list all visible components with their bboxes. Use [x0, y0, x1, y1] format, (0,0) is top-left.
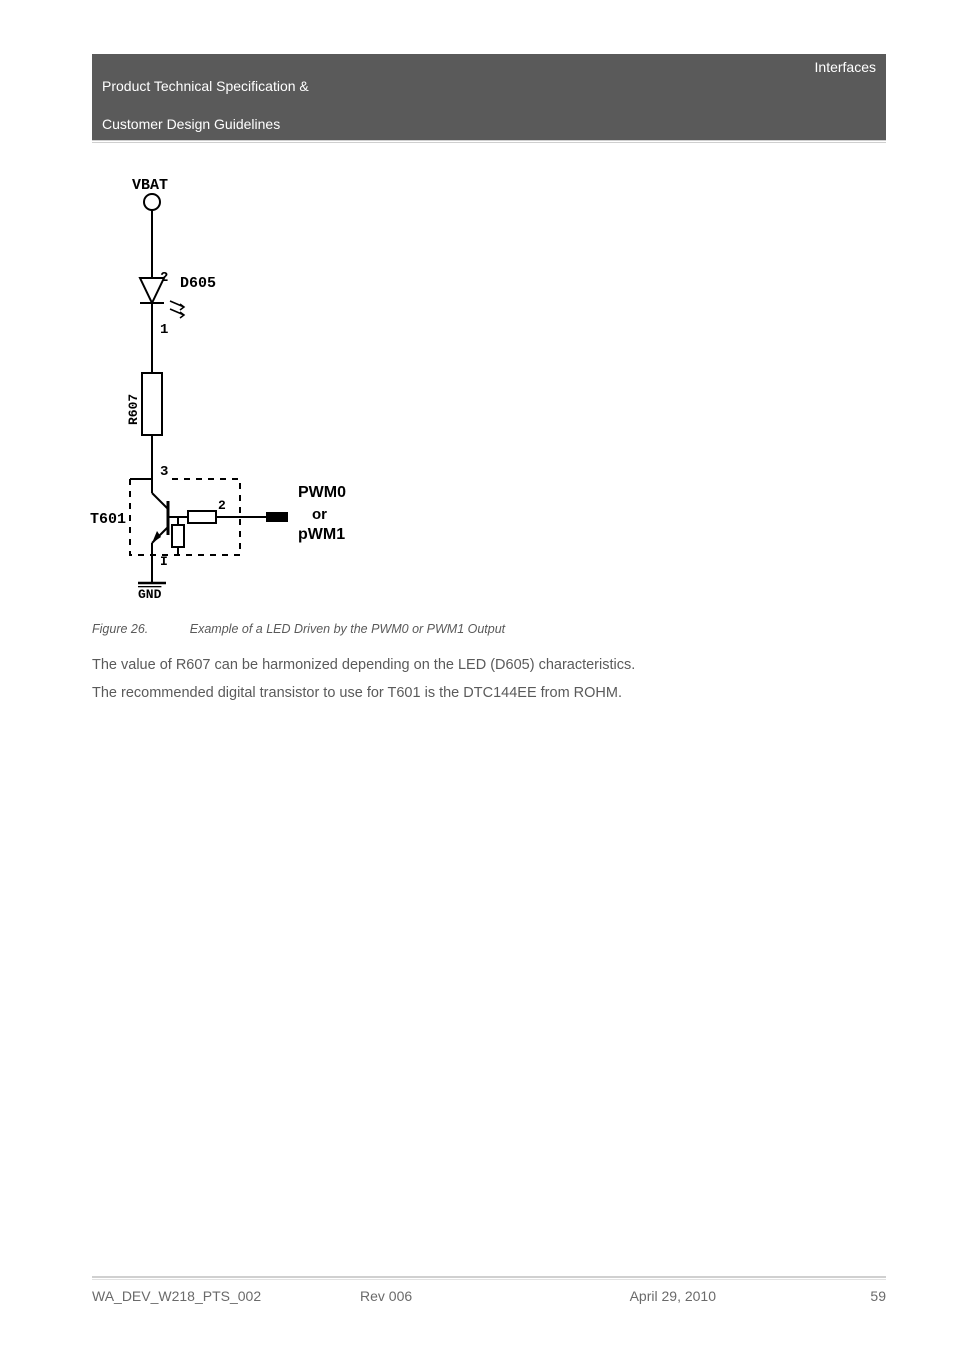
circuit-svg: VBAT 2 D605 [90, 173, 380, 603]
header-right: Interfaces [815, 58, 876, 77]
footer-rev: Rev 006 [270, 1288, 538, 1304]
footer-row: WA_DEV_W218_PTS_002 Rev 006 April 29, 20… [92, 1280, 886, 1304]
label-t601: T601 [90, 511, 126, 528]
header-left-line2: Customer Design Guidelines [102, 116, 280, 132]
figure-caption-text: Example of a LED Driven by the PWM0 or P… [190, 622, 505, 636]
label-pin2-mid: 2 [218, 498, 226, 513]
label-pin-i: I [160, 554, 168, 569]
label-or: or [312, 506, 327, 523]
body-paragraph-2: The recommended digital transistor to us… [92, 682, 886, 704]
footer-page: 59 [836, 1288, 886, 1304]
label-pwm0: PWM0 [298, 484, 346, 501]
footer-rule-top [92, 1276, 886, 1278]
label-pin3: 3 [160, 464, 168, 480]
footer-date: April 29, 2010 [538, 1288, 836, 1304]
page-header: Product Technical Specification & Custom… [92, 54, 886, 141]
header-left: Product Technical Specification & Custom… [102, 58, 309, 134]
label-gnd: GND [138, 587, 162, 602]
footer-docid: WA_DEV_W218_PTS_002 [92, 1288, 270, 1304]
label-pin1: 1 [160, 322, 168, 338]
body-paragraph-1: The value of R607 can be harmonized depe… [92, 654, 886, 676]
page: Product Technical Specification & Custom… [0, 0, 954, 1350]
label-pwm1: pWM1 [298, 526, 345, 543]
label-d605: D605 [180, 275, 216, 292]
circuit-figure: VBAT 2 D605 [90, 173, 886, 608]
figure-caption: Figure 26. Example of a LED Driven by th… [92, 622, 886, 636]
header-left-line1: Product Technical Specification & [102, 78, 309, 94]
figure-number: Figure 26. [92, 622, 148, 636]
label-r607: R607 [126, 393, 141, 424]
content-area: VBAT 2 D605 [92, 143, 886, 705]
page-footer: WA_DEV_W218_PTS_002 Rev 006 April 29, 20… [92, 1276, 886, 1304]
label-vbat: VBAT [132, 177, 168, 194]
